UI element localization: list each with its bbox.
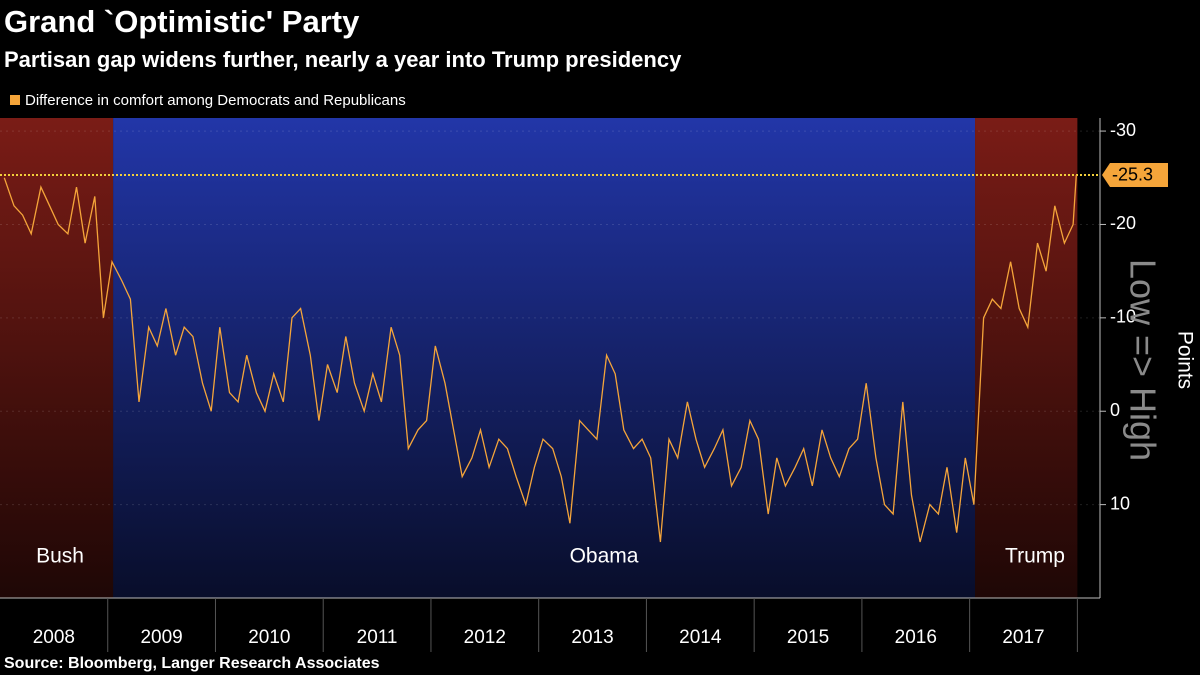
- x-tick-label: 2008: [33, 627, 75, 648]
- x-tick-label: 2013: [571, 627, 613, 648]
- region-label: Bush: [36, 545, 84, 568]
- region: [113, 118, 976, 598]
- last-value-tag: [1102, 162, 1168, 187]
- region-label: Trump: [1005, 545, 1065, 568]
- x-tick-label: 2014: [679, 627, 722, 648]
- chart-title: Grand `Optimistic' Party: [4, 4, 360, 39]
- region: [975, 118, 1078, 598]
- y-tick-label: 10: [1110, 493, 1130, 513]
- x-tick-label: 2015: [787, 627, 829, 648]
- chart-subtitle: Partisan gap widens further, nearly a ye…: [4, 47, 682, 72]
- legend-label: Difference in comfort among Democrats an…: [25, 92, 406, 109]
- y-tick-label: -10: [1110, 307, 1136, 327]
- region-label: Obama: [570, 545, 639, 568]
- region: [0, 118, 114, 598]
- x-tick-label: 2010: [248, 627, 290, 648]
- regions: Bush Obama Trump: [0, 118, 1078, 598]
- plot: [0, 173, 1100, 543]
- x-tick-label: 2011: [357, 627, 398, 648]
- x-tick-label: 2017: [1002, 627, 1044, 648]
- y-tick-label: -30: [1110, 120, 1136, 140]
- direction-annotation: Low => High: [1122, 259, 1163, 461]
- y-tick-label: -20: [1110, 213, 1136, 233]
- legend-swatch: [10, 95, 20, 105]
- y-axis-label: Points: [1173, 331, 1196, 389]
- axes: -30 -20 -10 0 10 2008 2009 2010 2011 2012 2013 2014…: [0, 118, 1168, 652]
- y-tick-label: 0: [1110, 400, 1120, 420]
- x-tick-label: 2009: [140, 627, 182, 648]
- source: Source: Bloomberg, Langer Research Assoc…: [4, 655, 380, 672]
- x-tick-label: 2016: [895, 627, 937, 648]
- series-line: [3, 174, 1077, 543]
- x-tick-label: 2012: [464, 627, 506, 648]
- last-value-label: -25.3: [1112, 165, 1153, 185]
